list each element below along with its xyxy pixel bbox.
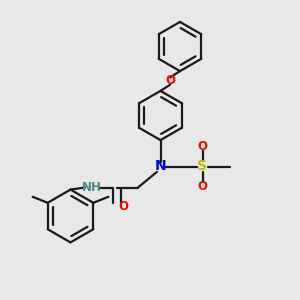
Text: NH: NH (82, 181, 101, 194)
Text: O: O (118, 200, 129, 214)
Text: N: N (155, 160, 166, 173)
Text: O: O (197, 179, 208, 193)
Text: O: O (165, 74, 175, 88)
Text: O: O (197, 140, 208, 154)
Text: S: S (197, 160, 208, 173)
